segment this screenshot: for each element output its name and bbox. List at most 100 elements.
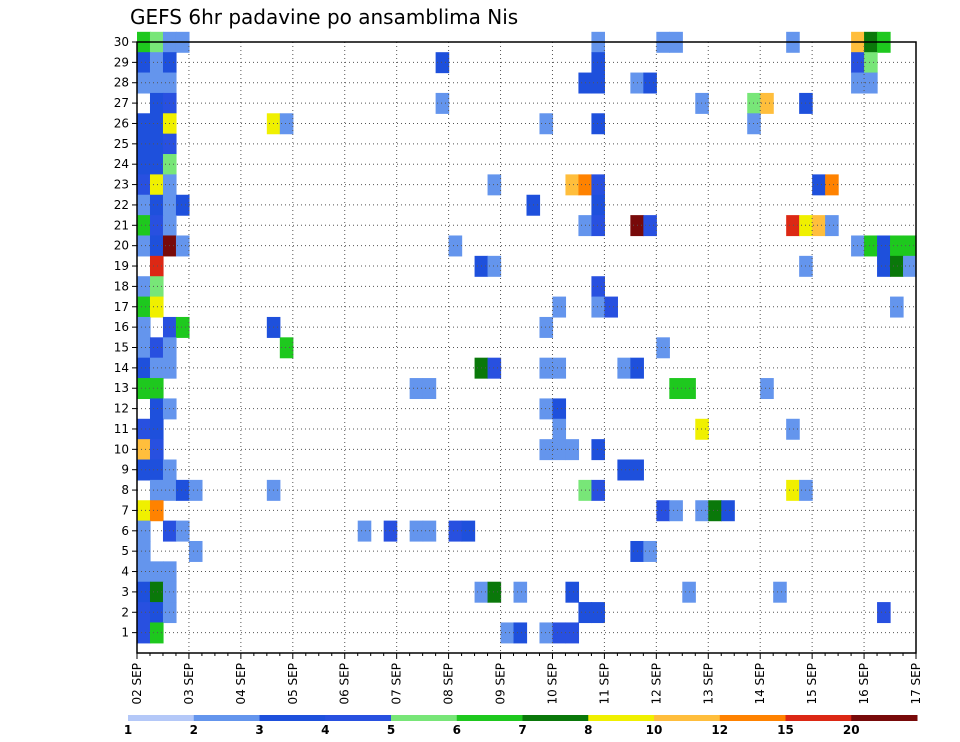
y-tick-label: 29 <box>114 55 129 69</box>
colorbar-label: 7 <box>518 723 526 737</box>
x-tick-label: 02 SEP <box>130 663 144 705</box>
colorbar-label: 12 <box>711 723 728 737</box>
heatmap-cell <box>539 622 554 644</box>
x-tick-label: 17 SEP <box>909 663 923 705</box>
heatmap-cell <box>786 418 800 440</box>
colorbar-label: 4 <box>321 723 329 737</box>
heatmap-cell <box>695 500 709 522</box>
heatmap-cell <box>137 378 151 400</box>
y-tick-label: 17 <box>114 300 129 314</box>
heatmap-cell <box>864 235 878 257</box>
heatmap-cell <box>864 52 878 74</box>
heatmap-cell <box>890 255 904 277</box>
heatmap-cell <box>188 540 203 562</box>
y-tick-label: 5 <box>121 544 129 558</box>
heatmap-cell <box>137 133 151 155</box>
heatmap-cell <box>513 581 528 603</box>
heatmap-cell <box>149 439 164 461</box>
y-tick-label: 28 <box>114 76 129 90</box>
heatmap-cell <box>149 500 164 522</box>
y-tick-label: 27 <box>114 96 129 110</box>
heatmap-cell <box>760 378 774 400</box>
heatmap-cell <box>643 72 657 94</box>
heatmap-cell <box>435 52 450 74</box>
colorbar-swatch <box>193 715 260 721</box>
heatmap-cell <box>149 133 164 155</box>
heatmap-cell <box>487 174 502 196</box>
heatmap-cell <box>591 479 605 501</box>
heatmap-cell <box>383 520 398 542</box>
y-tick-label: 11 <box>114 422 129 436</box>
heatmap-cell <box>760 92 774 114</box>
colorbar-label: 20 <box>843 723 860 737</box>
colorbar-swatch <box>851 715 918 721</box>
heatmap-cell <box>552 357 567 379</box>
heatmap-cell <box>539 398 554 420</box>
colorbar-swatch <box>325 715 392 721</box>
heatmap-cell <box>149 398 164 420</box>
colorbar-label: 3 <box>255 723 263 737</box>
colorbar-swatch <box>785 715 852 721</box>
heatmap-cell <box>137 194 151 216</box>
heatmap-cell <box>175 194 190 216</box>
heatmap-cell <box>591 194 605 216</box>
heatmap-cell <box>669 378 683 400</box>
colorbar-swatch <box>588 715 655 721</box>
y-tick-label: 6 <box>121 524 129 538</box>
heatmap-cell <box>786 215 800 237</box>
y-tick-label: 18 <box>114 279 129 293</box>
heatmap-cell <box>137 72 151 94</box>
heatmap-cell <box>149 92 164 114</box>
heatmap-cell <box>149 479 164 501</box>
heatmap-cell <box>137 154 151 175</box>
x-tick-label: 06 SEP <box>338 663 352 705</box>
y-tick-label: 16 <box>114 320 129 334</box>
heatmap-cell <box>149 276 164 298</box>
heatmap-cell <box>877 602 891 624</box>
y-tick-label: 23 <box>114 178 129 192</box>
heatmap-cell <box>591 174 605 196</box>
x-tick-label: 07 SEP <box>390 663 404 705</box>
heatmap-cell <box>149 622 164 644</box>
heatmap-cell <box>149 459 164 481</box>
heatmap-cell <box>149 255 164 277</box>
colorbar-swatch <box>259 715 326 721</box>
heatmap-cell <box>137 113 151 135</box>
heatmap-cell <box>175 479 190 501</box>
heatmap-cell <box>137 540 151 562</box>
heatmap-cell <box>149 52 164 74</box>
heatmap-cell <box>149 337 164 359</box>
y-tick-label: 4 <box>121 565 129 579</box>
heatmap-cell <box>565 622 580 644</box>
heatmap-cell <box>175 235 190 257</box>
heatmap-cell <box>539 316 554 338</box>
y-tick-label: 12 <box>114 402 129 416</box>
heatmap-cell <box>721 500 735 522</box>
heatmap-cell <box>513 622 528 644</box>
x-tick-label: 15 SEP <box>805 663 819 705</box>
x-tick-label: 09 SEP <box>494 663 508 705</box>
y-tick-label: 2 <box>121 605 129 619</box>
y-tick-label: 24 <box>114 157 129 171</box>
heatmap-cell <box>149 72 164 94</box>
heatmap-cell <box>487 581 502 603</box>
heatmap-cell <box>890 235 904 257</box>
x-tick-label: 05 SEP <box>286 663 300 705</box>
y-tick-label: 13 <box>114 381 129 395</box>
heatmap-cell <box>137 316 151 338</box>
heatmap-cell <box>552 418 567 440</box>
y-tick-label: 14 <box>114 361 129 375</box>
heatmap-cell <box>137 500 151 522</box>
heatmap-cell <box>149 357 164 379</box>
heatmap-cell <box>825 215 839 237</box>
heatmap-cell <box>137 520 151 542</box>
heatmap-cell <box>565 174 580 196</box>
chart-title: GEFS 6hr padavine po ansamblima Nis <box>130 5 518 29</box>
heatmap-cell <box>539 113 554 135</box>
heatmap-cell <box>435 92 450 114</box>
heatmap-cell <box>552 622 567 644</box>
heatmap-cell <box>500 622 515 644</box>
heatmap-cell <box>137 459 151 481</box>
